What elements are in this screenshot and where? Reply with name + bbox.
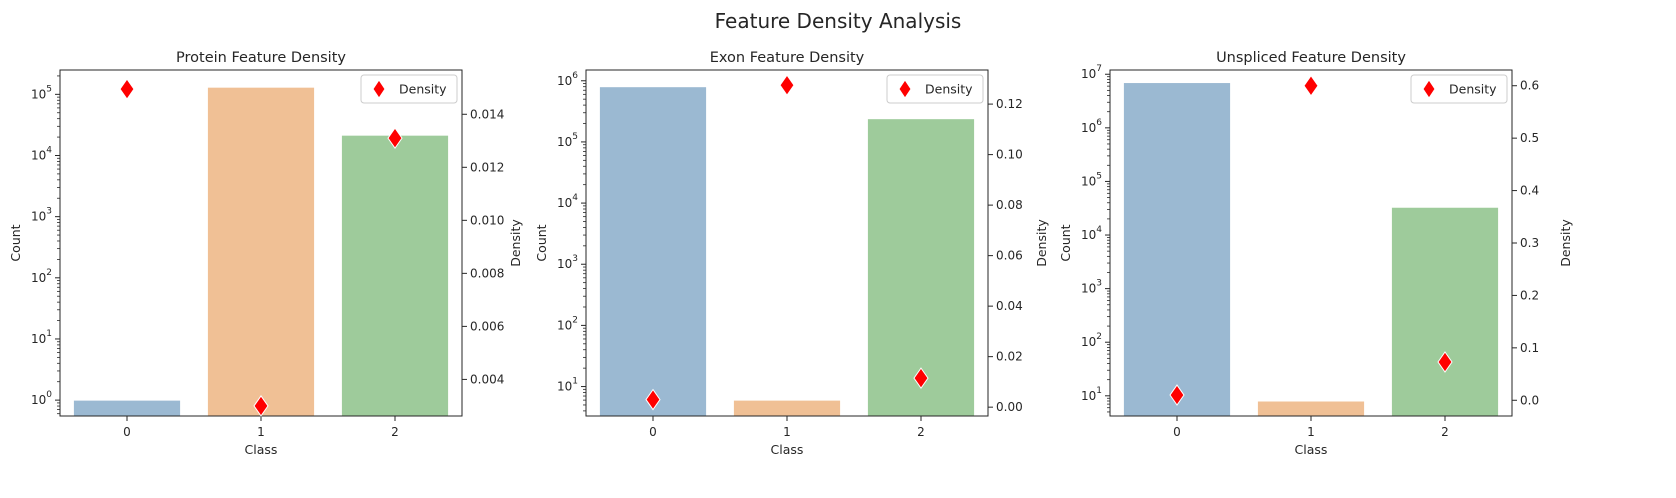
density-marker-class-1 bbox=[1303, 74, 1319, 97]
y-tick-label: 106 bbox=[1081, 118, 1102, 135]
y-tick-label: 104 bbox=[557, 193, 578, 210]
y-tick-label: 104 bbox=[31, 145, 52, 162]
legend-label: Density bbox=[399, 82, 447, 97]
y2-tick-label: 0.00 bbox=[996, 400, 1023, 414]
x-axis-label: Class bbox=[1295, 442, 1328, 457]
density-marker-class-2 bbox=[1437, 351, 1453, 373]
y-tick-label: 102 bbox=[31, 268, 52, 285]
legend-label: Density bbox=[1449, 82, 1497, 97]
density-marker-class-0 bbox=[1169, 384, 1185, 406]
x-tick-label: 2 bbox=[917, 425, 925, 439]
legend-marker bbox=[1422, 79, 1436, 99]
x-axis-label: Class bbox=[245, 442, 278, 457]
y-tick-label: 105 bbox=[31, 84, 52, 101]
y-tick-label: 103 bbox=[31, 207, 52, 224]
y-tick-label: 103 bbox=[557, 254, 578, 271]
legend-box bbox=[886, 74, 984, 104]
legend-box bbox=[360, 74, 458, 104]
y-tick-label: 100 bbox=[31, 390, 52, 407]
y-axis-label: Count bbox=[8, 224, 23, 261]
y-tick-label: 105 bbox=[1081, 171, 1102, 188]
bar-class-1 bbox=[206, 86, 316, 417]
density-marker-class-1 bbox=[779, 74, 795, 97]
chart-panel-0: 0 1 2 100 101 102 103 104 105 0.004 0.006 0.008 0.01… bbox=[8, 50, 523, 457]
y-tick-label: 101 bbox=[557, 377, 578, 394]
y2-axis-label: Density bbox=[1034, 219, 1049, 267]
x-tick-label: 0 bbox=[1173, 425, 1181, 439]
y2-tick-label: 0.006 bbox=[470, 319, 504, 333]
panel-title: Unspliced Feature Density bbox=[1216, 50, 1406, 66]
figure-title: Feature Density Analysis bbox=[715, 9, 962, 33]
bar-class-2 bbox=[340, 134, 450, 417]
y-tick-label: 105 bbox=[557, 132, 578, 149]
density-marker-class-1 bbox=[253, 395, 269, 417]
bar-class-0 bbox=[598, 86, 708, 417]
legend: Density bbox=[1410, 74, 1508, 104]
y2-tick-label: 0.10 bbox=[996, 148, 1023, 162]
y2-tick-label: 0.6 bbox=[1520, 79, 1539, 93]
y2-tick-label: 0.004 bbox=[470, 372, 504, 386]
y2-tick-label: 0.12 bbox=[996, 97, 1023, 111]
y-tick-label: 104 bbox=[1081, 225, 1102, 242]
y-tick-label: 101 bbox=[1081, 386, 1102, 403]
legend-marker bbox=[372, 79, 386, 99]
x-tick-label: 1 bbox=[1307, 425, 1315, 439]
y-tick-label: 103 bbox=[1081, 279, 1102, 296]
y2-tick-label: 0.012 bbox=[470, 160, 504, 174]
x-tick-label: 1 bbox=[783, 425, 791, 439]
x-tick-label: 0 bbox=[649, 425, 657, 439]
panel-title: Exon Feature Density bbox=[710, 50, 865, 66]
y2-tick-label: 0.3 bbox=[1520, 236, 1539, 250]
y2-tick-label: 0.2 bbox=[1520, 288, 1539, 302]
x-axis-label: Class bbox=[771, 442, 804, 457]
legend-label: Density bbox=[925, 82, 973, 97]
y2-tick-label: 0.1 bbox=[1520, 341, 1539, 355]
bar-class-2 bbox=[866, 118, 976, 417]
y2-tick-label: 0.014 bbox=[470, 107, 504, 121]
density-marker-class-0 bbox=[119, 78, 135, 100]
density-marker-class-2 bbox=[387, 127, 403, 150]
bar-class-1 bbox=[732, 399, 842, 417]
bar-class-2 bbox=[1390, 206, 1500, 417]
y-tick-label: 102 bbox=[557, 315, 578, 332]
y-tick-label: 101 bbox=[31, 329, 52, 346]
y2-tick-label: 0.4 bbox=[1520, 184, 1539, 198]
legend-marker bbox=[898, 79, 912, 99]
chart-panel-1: 0 1 2 101 102 103 104 105 106 0.00 0.02 0.04 0.06 0.0… bbox=[534, 50, 1049, 457]
y2-tick-label: 0.02 bbox=[996, 350, 1023, 364]
legend-box bbox=[1410, 74, 1508, 104]
y2-tick-label: 0.08 bbox=[996, 198, 1023, 212]
chart-panel-2: 0 1 2 101 102 103 104 105 106 107 0.0 0.1 0.2 0.3 0.4 0… bbox=[1058, 50, 1573, 457]
y-tick-label: 106 bbox=[557, 71, 578, 88]
y2-tick-label: 0.010 bbox=[470, 213, 504, 227]
y2-tick-label: 0.0 bbox=[1520, 393, 1539, 407]
chart-panels: 0 1 21001011021031041050.0040.0060.0080.01… bbox=[8, 50, 1573, 457]
legend: Density bbox=[360, 74, 458, 104]
bar-class-0 bbox=[72, 399, 182, 417]
y2-tick-label: 0.008 bbox=[470, 266, 504, 280]
y-tick-label: 107 bbox=[1081, 64, 1102, 81]
y-tick-label: 102 bbox=[1081, 332, 1102, 349]
x-tick-label: 2 bbox=[1441, 425, 1449, 439]
x-tick-label: 1 bbox=[257, 425, 265, 439]
y2-tick-label: 0.5 bbox=[1520, 131, 1539, 145]
bar-class-1 bbox=[1256, 400, 1366, 417]
legend: Density bbox=[886, 74, 984, 104]
y2-axis-label: Density bbox=[508, 219, 523, 267]
y2-tick-label: 0.06 bbox=[996, 249, 1023, 263]
y-axis-label: Count bbox=[534, 224, 549, 261]
density-marker-class-2 bbox=[913, 367, 929, 389]
panel-title: Protein Feature Density bbox=[176, 50, 346, 66]
y2-tick-label: 0.04 bbox=[996, 299, 1023, 313]
density-marker-class-0 bbox=[645, 388, 661, 411]
y2-axis-label: Density bbox=[1558, 219, 1573, 267]
y-axis-label: Count bbox=[1058, 224, 1073, 261]
x-tick-label: 2 bbox=[391, 425, 399, 439]
bar-class-0 bbox=[1122, 82, 1232, 417]
x-tick-label: 0 bbox=[123, 425, 131, 439]
